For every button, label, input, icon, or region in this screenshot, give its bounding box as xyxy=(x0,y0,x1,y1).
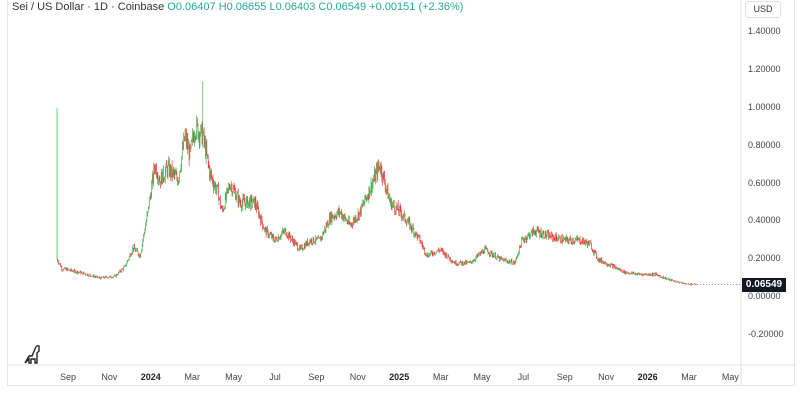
x-tick-label: Sep xyxy=(308,372,325,382)
ohlc-open: O0.06407 xyxy=(167,1,216,13)
x-tick-label: May xyxy=(225,372,243,382)
y-tick-label: 0.00000 xyxy=(748,291,781,301)
x-tick-label: 2025 xyxy=(389,372,410,382)
x-tick-label: Mar xyxy=(681,372,697,382)
x-tick-label: Nov xyxy=(101,372,118,382)
y-tick-label: 0.20000 xyxy=(748,253,781,264)
y-tick-label: 0.40000 xyxy=(748,215,781,226)
y-tick-label: 1.00000 xyxy=(748,102,781,112)
ohlc-close: C0.06549 xyxy=(318,1,367,13)
y-tick-label: 0.80000 xyxy=(748,139,781,150)
symbol-title[interactable]: Sei / US Dollar · 1D · Coinbase xyxy=(12,1,165,13)
ohlc-low: L0.06403 xyxy=(269,1,316,13)
ohlc-high: H0.06655 xyxy=(218,1,267,13)
y-tick-label: -0.20000 xyxy=(748,328,784,339)
chart-frame xyxy=(7,0,795,386)
last-price-label: 0.06549 xyxy=(742,278,786,292)
x-tick-label: Jul xyxy=(517,372,530,382)
y-tick-label: 0.60000 xyxy=(748,177,781,188)
y-tick-label: 1.40000 xyxy=(748,26,781,37)
y-tick-label: 1.20000 xyxy=(748,64,781,75)
currency-button[interactable]: USD xyxy=(745,1,781,18)
x-tick-label: Nov xyxy=(598,372,615,382)
x-tick-label: 2026 xyxy=(637,372,658,382)
x-tick-label: Nov xyxy=(349,372,366,382)
x-tick-label: Mar xyxy=(432,372,449,382)
x-tick-label: Mar xyxy=(184,372,200,382)
symbol-legend: Sei / US Dollar · 1D · Coinbase O0.06407… xyxy=(12,1,463,14)
ohlc-change: +0.00151 (+2.36%) xyxy=(369,1,464,13)
x-tick-label: Jul xyxy=(269,372,281,382)
x-tick-label: 2024 xyxy=(140,372,161,382)
x-tick-label: May xyxy=(473,372,491,382)
x-tick-label: Sep xyxy=(556,372,573,382)
tradingview-logo-icon[interactable] xyxy=(22,343,44,370)
x-tick-label: May xyxy=(721,372,739,382)
x-tick-label: Sep xyxy=(59,372,77,382)
